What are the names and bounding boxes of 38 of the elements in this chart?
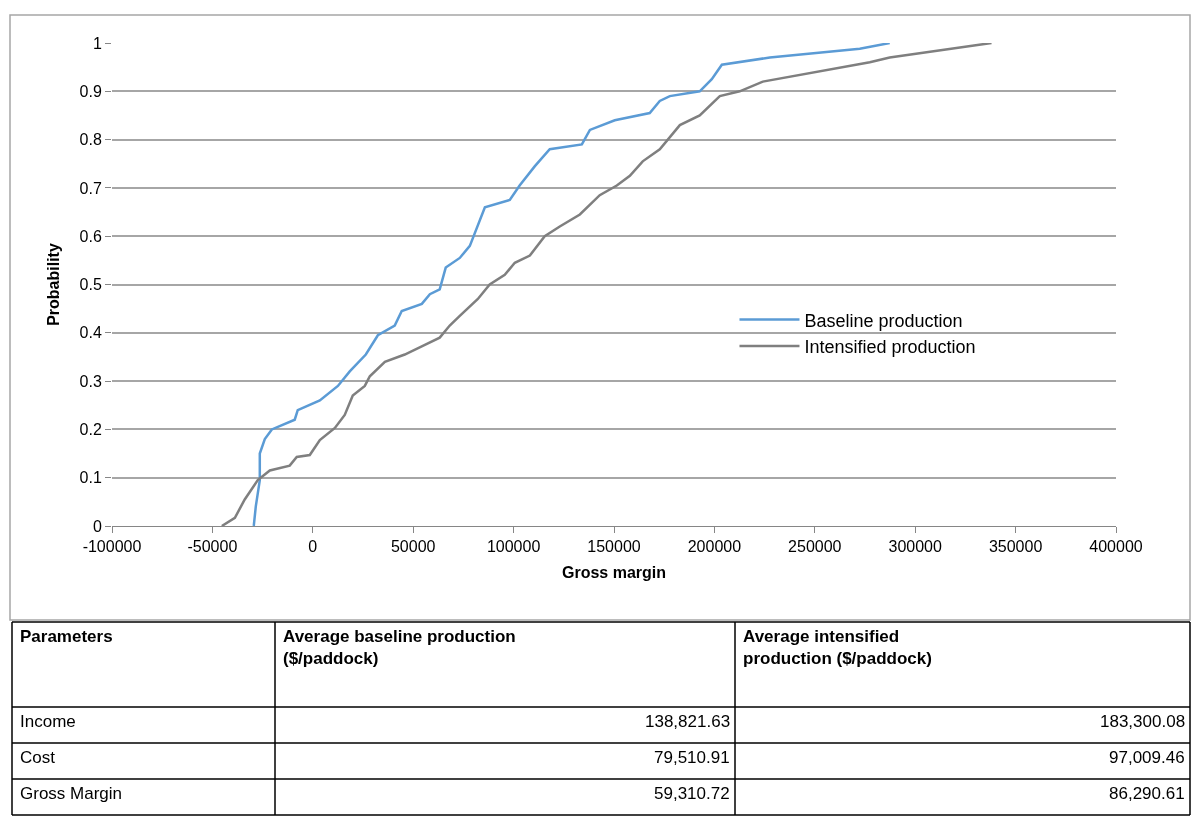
y-tick-label: 0.9 xyxy=(79,82,102,100)
text: Average intensified production ($/paddock) xyxy=(743,627,932,669)
y-tick-label: 0.5 xyxy=(79,276,102,294)
x-tick-label: 350000 xyxy=(988,538,1043,556)
y-tick-label: 0.1 xyxy=(79,469,102,487)
x-tick-label: 300000 xyxy=(888,538,942,556)
text: 79,510.91 xyxy=(654,748,730,767)
y-tick-label: 0.7 xyxy=(79,179,102,197)
text: Cost xyxy=(20,748,56,767)
x-tick-label: 400000 xyxy=(1089,538,1143,556)
y-tick-label: 0.2 xyxy=(79,421,102,438)
text: 86,290.61 xyxy=(1109,784,1185,803)
y-tick-label: 1 xyxy=(92,34,102,52)
text: 138,821.63 xyxy=(645,712,731,731)
x-tick-label: 200000 xyxy=(687,538,742,556)
x-tick-label: 50000 xyxy=(390,538,436,556)
x-tick-label: 250000 xyxy=(788,538,842,556)
text: Income xyxy=(20,712,76,731)
x-tick-label: 150000 xyxy=(587,538,641,556)
legend-label: Intensified production xyxy=(804,336,976,357)
x-tick-label: -100000 xyxy=(82,538,142,556)
x-tick-label: 0 xyxy=(308,538,318,556)
y-tick-label: 0.6 xyxy=(79,227,102,245)
x-tick-label: 100000 xyxy=(486,538,541,556)
y-tick-label: 0.3 xyxy=(79,372,102,390)
text: Average baseline production ($/paddock) xyxy=(283,627,516,669)
text: 183,300.08 xyxy=(1100,712,1186,731)
y-tick-label: 0 xyxy=(92,517,102,535)
text: 59,310.72 xyxy=(654,784,730,803)
x-tick-label: -50000 xyxy=(187,538,238,556)
y-tick-label: 0.4 xyxy=(79,324,102,342)
y-axis-title: Probability xyxy=(45,243,63,326)
legend-label: Baseline production xyxy=(804,310,963,331)
text: 97,009.46 xyxy=(1109,748,1185,767)
y-tick-label: 0.8 xyxy=(79,131,102,149)
x-axis-title: Gross margin xyxy=(561,563,667,581)
text: Parameters xyxy=(20,627,113,646)
text: Gross Margin xyxy=(20,784,123,803)
